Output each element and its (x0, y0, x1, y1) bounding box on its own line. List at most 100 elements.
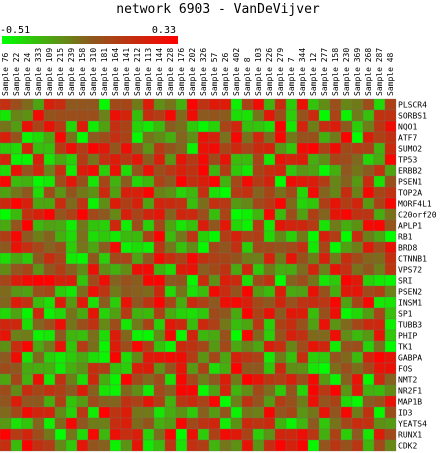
heatmap-cell (285, 208, 298, 221)
heatmap-cell (164, 263, 177, 276)
heatmap-cell (318, 131, 331, 144)
heatmap-cell (373, 153, 386, 166)
heatmap-cell (219, 384, 232, 397)
heatmap-cell (307, 351, 320, 364)
heatmap-cell (296, 153, 309, 166)
heatmap-cell (32, 362, 45, 375)
column-label: Sample 228 (166, 48, 175, 96)
heatmap-cell (10, 120, 23, 133)
heatmap-cell (98, 263, 111, 276)
heatmap-cell (285, 406, 298, 419)
row-label: NMT2 (398, 376, 417, 385)
heatmap-cell (120, 153, 133, 166)
column-label: Sample 226 (265, 48, 274, 96)
heatmap-cell (76, 362, 89, 375)
heatmap-cell (208, 296, 221, 309)
heatmap-cell (219, 362, 232, 375)
heatmap-cell (252, 406, 265, 419)
heatmap-cell (10, 428, 23, 441)
heatmap-cell (32, 384, 45, 397)
heatmap-cell (252, 351, 265, 364)
heatmap-cell (10, 186, 23, 199)
heatmap-cell (32, 208, 45, 221)
heatmap-cell (285, 98, 298, 111)
heatmap-cell (307, 164, 320, 177)
heatmap-cell (164, 417, 177, 430)
heatmap-cell (252, 318, 265, 331)
heatmap-cell (296, 197, 309, 210)
heatmap-cell (120, 208, 133, 221)
heatmap-cell (252, 274, 265, 287)
heatmap-cell (384, 417, 397, 430)
heatmap-cell (164, 98, 177, 111)
heatmap-cell (362, 274, 375, 287)
heatmap-cell (120, 340, 133, 353)
heatmap-cell (241, 164, 254, 177)
heatmap-cell (21, 241, 34, 254)
heatmap-cell (351, 241, 364, 254)
heatmap-cell (307, 384, 320, 397)
heatmap-cell (120, 395, 133, 408)
row-label: NQO1 (398, 123, 417, 132)
heatmap-cell (197, 362, 210, 375)
heatmap-cell (54, 164, 67, 177)
heatmap-cell (285, 230, 298, 243)
heatmap-cell (373, 164, 386, 177)
heatmap-cell (76, 142, 89, 155)
heatmap-cell (307, 109, 320, 122)
heatmap-cell (351, 263, 364, 276)
heatmap-cell (87, 241, 100, 254)
heatmap-cell (296, 417, 309, 430)
heatmap-cell (54, 428, 67, 441)
heatmap-cell (241, 285, 254, 298)
heatmap-cell (263, 351, 276, 364)
heatmap-cell (263, 230, 276, 243)
heatmap-cell (87, 153, 100, 166)
heatmap-cell (373, 406, 386, 419)
heatmap-cell (10, 417, 23, 430)
heatmap-cell (120, 197, 133, 210)
heatmap-cell (263, 307, 276, 320)
heatmap-cell (0, 153, 12, 166)
heatmap-cell (373, 252, 386, 265)
heatmap-cell (186, 428, 199, 441)
heatmap-cell (197, 142, 210, 155)
heatmap-cell (241, 219, 254, 232)
heatmap-cell (384, 252, 397, 265)
heatmap-cell (175, 329, 188, 342)
heatmap-cell (109, 131, 122, 144)
heatmap-cell (109, 373, 122, 386)
heatmap-cell (230, 439, 243, 452)
heatmap-cell (186, 241, 199, 254)
heatmap-cell (274, 417, 287, 430)
heatmap-cell (54, 219, 67, 232)
heatmap-cell (164, 296, 177, 309)
heatmap-cell (21, 219, 34, 232)
column-label: Sample 176 (177, 48, 186, 96)
heatmap-cell (296, 241, 309, 254)
heatmap-cell (318, 142, 331, 155)
heatmap-cell (120, 384, 133, 397)
heatmap-cell (208, 208, 221, 221)
heatmap-cell (373, 373, 386, 386)
heatmap-cell (76, 219, 89, 232)
heatmap-cell (120, 439, 133, 452)
heatmap-cell (351, 175, 364, 188)
heatmap-cell (340, 186, 353, 199)
heatmap-cell (318, 197, 331, 210)
heatmap-cell (142, 109, 155, 122)
heatmap-cell (329, 351, 342, 364)
heatmap-cell (263, 186, 276, 199)
heatmap-cell (219, 241, 232, 254)
row-label: PSEN1 (398, 178, 422, 187)
heatmap-cell (285, 164, 298, 177)
heatmap-cell (43, 241, 56, 254)
heatmap-cell (340, 373, 353, 386)
heatmap-cell (351, 362, 364, 375)
heatmap-cell (373, 329, 386, 342)
heatmap-cell (252, 153, 265, 166)
column-label: Sample 7 (287, 57, 296, 96)
row-label: CTNNB1 (398, 255, 427, 264)
heatmap-cell (54, 274, 67, 287)
heatmap-cell (43, 153, 56, 166)
